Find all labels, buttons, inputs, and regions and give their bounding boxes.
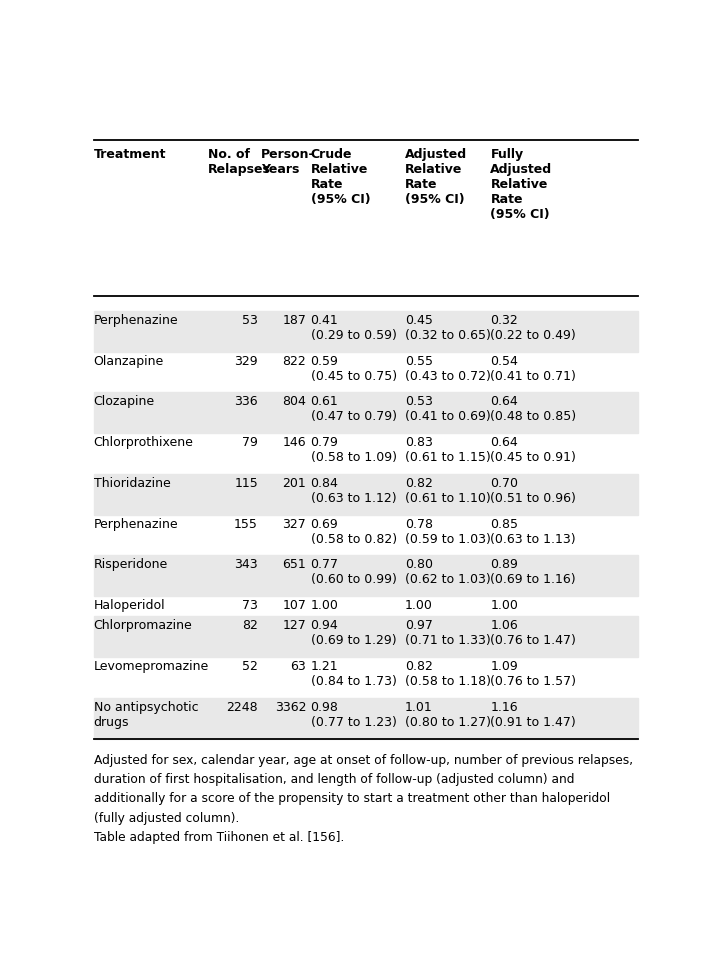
Text: 336: 336 — [234, 395, 258, 409]
Text: 0.77
(0.60 to 0.99): 0.77 (0.60 to 0.99) — [311, 558, 396, 586]
Text: 127: 127 — [283, 619, 306, 632]
Text: 0.94
(0.69 to 1.29): 0.94 (0.69 to 1.29) — [311, 619, 396, 648]
Text: Fully
Adjusted
Relative
Rate
(95% CI): Fully Adjusted Relative Rate (95% CI) — [491, 148, 553, 221]
Text: 0.69
(0.58 to 0.82): 0.69 (0.58 to 0.82) — [311, 518, 397, 546]
Text: additionally for a score of the propensity to start a treatment other than halop: additionally for a score of the propensi… — [94, 792, 610, 805]
Text: 0.82
(0.61 to 1.10): 0.82 (0.61 to 1.10) — [405, 477, 491, 505]
Bar — [94, 555, 638, 596]
Text: 201: 201 — [283, 477, 306, 489]
Text: 1.00: 1.00 — [311, 599, 338, 612]
Bar — [94, 474, 638, 515]
Text: Chlorprothixene: Chlorprothixene — [94, 436, 193, 450]
Text: 1.01
(0.80 to 1.27): 1.01 (0.80 to 1.27) — [405, 701, 491, 729]
Bar — [94, 392, 638, 433]
Text: 53: 53 — [242, 314, 258, 327]
Text: Levomepromazine: Levomepromazine — [94, 660, 209, 673]
Text: (fully adjusted column).: (fully adjusted column). — [94, 812, 239, 824]
Text: 82: 82 — [242, 619, 258, 632]
Text: 0.64
(0.48 to 0.85): 0.64 (0.48 to 0.85) — [491, 395, 576, 423]
Text: Haloperidol: Haloperidol — [94, 599, 166, 612]
Text: 63: 63 — [291, 660, 306, 673]
Text: 3362: 3362 — [275, 701, 306, 714]
Text: 651: 651 — [283, 558, 306, 571]
Text: Perphenazine: Perphenazine — [94, 518, 178, 530]
Text: 0.41
(0.29 to 0.59): 0.41 (0.29 to 0.59) — [311, 314, 396, 342]
Text: 52: 52 — [242, 660, 258, 673]
Text: 0.85
(0.63 to 1.13): 0.85 (0.63 to 1.13) — [491, 518, 576, 546]
Text: 1.00: 1.00 — [405, 599, 433, 612]
Bar — [94, 311, 638, 352]
Text: 107: 107 — [282, 599, 306, 612]
Text: 79: 79 — [242, 436, 258, 450]
Text: 0.59
(0.45 to 0.75): 0.59 (0.45 to 0.75) — [311, 354, 397, 383]
Text: 0.97
(0.71 to 1.33): 0.97 (0.71 to 1.33) — [405, 619, 491, 648]
Text: 0.89
(0.69 to 1.16): 0.89 (0.69 to 1.16) — [491, 558, 576, 586]
Text: Person-
Years: Person- Years — [261, 148, 314, 176]
Text: 0.78
(0.59 to 1.03): 0.78 (0.59 to 1.03) — [405, 518, 491, 546]
Text: 1.00: 1.00 — [491, 599, 518, 612]
Text: Chlorpromazine: Chlorpromazine — [94, 619, 193, 632]
Text: Treatment: Treatment — [94, 148, 166, 161]
Text: 0.70
(0.51 to 0.96): 0.70 (0.51 to 0.96) — [491, 477, 576, 505]
Text: 327: 327 — [283, 518, 306, 530]
Text: 1.06
(0.76 to 1.47): 1.06 (0.76 to 1.47) — [491, 619, 576, 648]
Text: Adjusted
Relative
Rate
(95% CI): Adjusted Relative Rate (95% CI) — [405, 148, 467, 206]
Text: 155: 155 — [234, 518, 258, 530]
Text: 0.79
(0.58 to 1.09): 0.79 (0.58 to 1.09) — [311, 436, 396, 464]
Text: Olanzapine: Olanzapine — [94, 354, 164, 368]
Text: Table adapted from Tiihonen et al. [156].: Table adapted from Tiihonen et al. [156]… — [94, 831, 344, 845]
Text: 822: 822 — [283, 354, 306, 368]
Text: 0.45
(0.32 to 0.65): 0.45 (0.32 to 0.65) — [405, 314, 491, 342]
Text: 0.82
(0.58 to 1.18): 0.82 (0.58 to 1.18) — [405, 660, 491, 688]
Text: No antipsychotic
drugs: No antipsychotic drugs — [94, 701, 198, 729]
Text: 0.61
(0.47 to 0.79): 0.61 (0.47 to 0.79) — [311, 395, 396, 423]
Text: 0.64
(0.45 to 0.91): 0.64 (0.45 to 0.91) — [491, 436, 576, 464]
Text: 1.09
(0.76 to 1.57): 1.09 (0.76 to 1.57) — [491, 660, 576, 688]
Text: Perphenazine: Perphenazine — [94, 314, 178, 327]
Text: duration of first hospitalisation, and length of follow-up (adjusted column) and: duration of first hospitalisation, and l… — [94, 773, 574, 786]
Text: 0.54
(0.41 to 0.71): 0.54 (0.41 to 0.71) — [491, 354, 576, 383]
Text: Clozapine: Clozapine — [94, 395, 155, 409]
Text: 329: 329 — [234, 354, 258, 368]
Text: Adjusted for sex, calendar year, age at onset of follow-up, number of previous r: Adjusted for sex, calendar year, age at … — [94, 753, 633, 766]
Text: 1.21
(0.84 to 1.73): 1.21 (0.84 to 1.73) — [311, 660, 396, 688]
Text: 0.83
(0.61 to 1.15): 0.83 (0.61 to 1.15) — [405, 436, 491, 464]
Text: 2248: 2248 — [226, 701, 258, 714]
Text: 115: 115 — [234, 477, 258, 489]
Text: 0.32
(0.22 to 0.49): 0.32 (0.22 to 0.49) — [491, 314, 576, 342]
Text: 73: 73 — [242, 599, 258, 612]
Text: Crude
Relative
Rate
(95% CI): Crude Relative Rate (95% CI) — [311, 148, 371, 206]
Text: 0.84
(0.63 to 1.12): 0.84 (0.63 to 1.12) — [311, 477, 396, 505]
Text: 1.16
(0.91 to 1.47): 1.16 (0.91 to 1.47) — [491, 701, 576, 729]
Text: 0.55
(0.43 to 0.72): 0.55 (0.43 to 0.72) — [405, 354, 491, 383]
Text: Thioridazine: Thioridazine — [94, 477, 171, 489]
Bar — [94, 698, 638, 739]
Text: Risperidone: Risperidone — [94, 558, 168, 571]
Text: 343: 343 — [234, 558, 258, 571]
Text: 0.53
(0.41 to 0.69): 0.53 (0.41 to 0.69) — [405, 395, 491, 423]
Text: No. of
Relapses: No. of Relapses — [208, 148, 271, 176]
Text: 804: 804 — [282, 395, 306, 409]
Text: 146: 146 — [283, 436, 306, 450]
Bar — [94, 617, 638, 657]
Text: 187: 187 — [282, 314, 306, 327]
Text: 0.80
(0.62 to 1.03): 0.80 (0.62 to 1.03) — [405, 558, 491, 586]
Text: 0.98
(0.77 to 1.23): 0.98 (0.77 to 1.23) — [311, 701, 396, 729]
